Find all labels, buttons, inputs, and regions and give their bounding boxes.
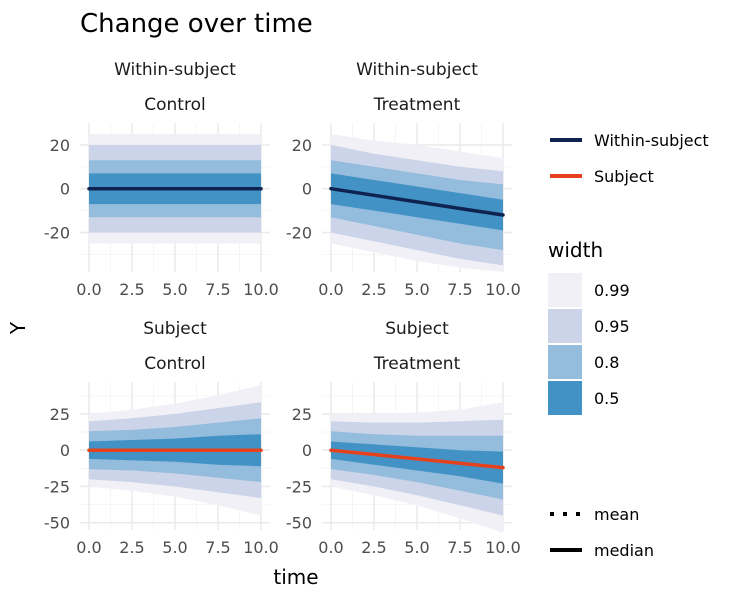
y-tick-label: -25 (44, 477, 70, 496)
y-tick-label: -20 (44, 224, 70, 243)
x-tick-label: 10.0 (485, 538, 521, 557)
legend-label-median: median (594, 541, 654, 560)
legend-width-title: width (548, 238, 603, 262)
x-tick-label: 5.0 (162, 280, 187, 299)
y-tick-label: 0 (60, 180, 70, 199)
legend-label-0-99: 0.99 (594, 281, 630, 300)
strip-label-col: Control (144, 354, 205, 374)
panel-4: Subject Treatment 25 0 -25 -50 0.0 2.5 5.0 7.5 10.… (286, 319, 521, 557)
x-tick-label: 0.0 (318, 538, 343, 557)
legend-label-subject: Subject (594, 167, 654, 186)
x-tick-label: 7.5 (205, 280, 230, 299)
y-tick-label: 0 (302, 441, 312, 460)
panel-3: Subject Control 25 0 -25 -50 0.0 2.5 5.0 7.5 10.0 (44, 319, 279, 557)
x-tick-label: 2.5 (119, 280, 144, 299)
x-tick-label: 10.0 (485, 280, 521, 299)
band-0-5 (331, 441, 503, 484)
panel-2: Within-subject Treatment 20 0 -20 0.0 2.5 5.0 7.… (286, 60, 521, 299)
x-axis-title: time (273, 565, 318, 589)
x-tick-label: 7.5 (205, 538, 230, 557)
panels: Within-subject Control 20 0 -20 0.0 2.5 5.0 7.5 1… (44, 60, 521, 557)
y-tick-label: 25 (292, 405, 312, 424)
strip-label-row: Within-subject (356, 60, 478, 80)
x-tick-label: 0.0 (318, 280, 343, 299)
x-tick-label: 5.0 (404, 538, 429, 557)
y-tick-label: 25 (50, 405, 70, 424)
legend-label-0-5: 0.5 (594, 389, 619, 408)
strip-label-row: Subject (385, 319, 449, 339)
x-tick-label: 7.5 (447, 280, 472, 299)
legend-width: width 0.99 0.95 0.8 0.5 (548, 238, 630, 415)
y-tick-label: 0 (302, 180, 312, 199)
legend-swatch-0-8 (548, 345, 582, 379)
y-tick-label: -50 (44, 514, 70, 533)
y-tick-label: -20 (286, 224, 312, 243)
x-tick-label: 2.5 (119, 538, 144, 557)
legend-interval: mean median (550, 505, 654, 560)
legend-series: Within-subject Subject (550, 131, 709, 186)
legend-swatch-0-95 (548, 309, 582, 343)
y-tick-label: -50 (286, 514, 312, 533)
legend-swatch-0-5 (548, 381, 582, 415)
legend-label-within-subject: Within-subject (594, 131, 709, 150)
x-tick-label: 0.0 (76, 538, 101, 557)
x-tick-label: 2.5 (361, 538, 386, 557)
x-tick-label: 5.0 (404, 280, 429, 299)
y-tick-label: -25 (286, 477, 312, 496)
y-axis-title: Y (6, 321, 30, 335)
series-line-subject (329, 448, 505, 470)
legend-label-0-8: 0.8 (594, 353, 619, 372)
y-tick-label: 0 (60, 441, 70, 460)
series-line-within-subject (329, 186, 505, 217)
legend-swatch-0-99 (548, 273, 582, 307)
strip-label-row: Subject (143, 319, 207, 339)
x-tick-label: 10.0 (243, 280, 279, 299)
x-tick-label: 7.5 (447, 538, 472, 557)
panel-1: Within-subject Control 20 0 -20 0.0 2.5 5.0 7.5 1… (44, 60, 279, 299)
y-tick-label: 20 (292, 136, 312, 155)
strip-label-col: Treatment (373, 354, 461, 374)
x-tick-label: 10.0 (243, 538, 279, 557)
chart-title: Change over time (80, 9, 313, 39)
legend-label-mean: mean (594, 505, 639, 524)
x-tick-label: 2.5 (361, 280, 386, 299)
legend-label-0-95: 0.95 (594, 317, 630, 336)
x-tick-label: 5.0 (162, 538, 187, 557)
y-tick-label: 20 (50, 136, 70, 155)
strip-label-col: Treatment (373, 95, 461, 115)
strip-label-row: Within-subject (114, 60, 236, 80)
x-tick-label: 0.0 (76, 280, 101, 299)
strip-label-col: Control (144, 95, 205, 115)
